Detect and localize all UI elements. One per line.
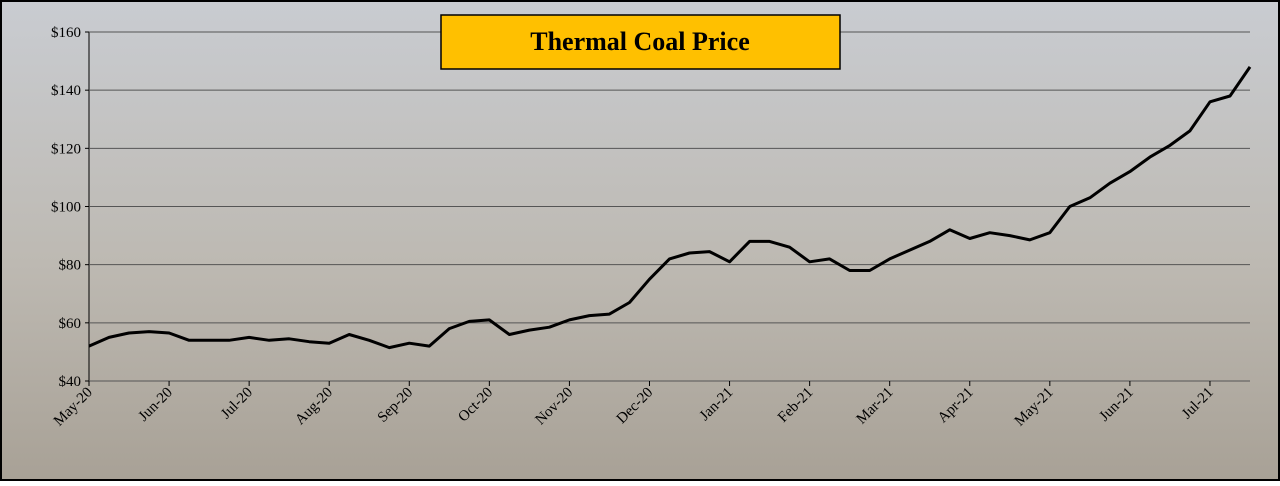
- y-tick-label: $80: [59, 258, 82, 274]
- title-box: [440, 14, 841, 70]
- y-tick-label: $40: [59, 374, 82, 390]
- y-tick-label: $120: [51, 141, 81, 157]
- y-tick-label: $140: [51, 83, 81, 99]
- chart-title: Thermal Coal Price: [530, 27, 750, 56]
- line-series: [88, 66, 1252, 350]
- y-tick-label: $100: [51, 200, 81, 216]
- y-tick-label: $160: [51, 25, 81, 41]
- y-tick-label: $60: [59, 316, 82, 332]
